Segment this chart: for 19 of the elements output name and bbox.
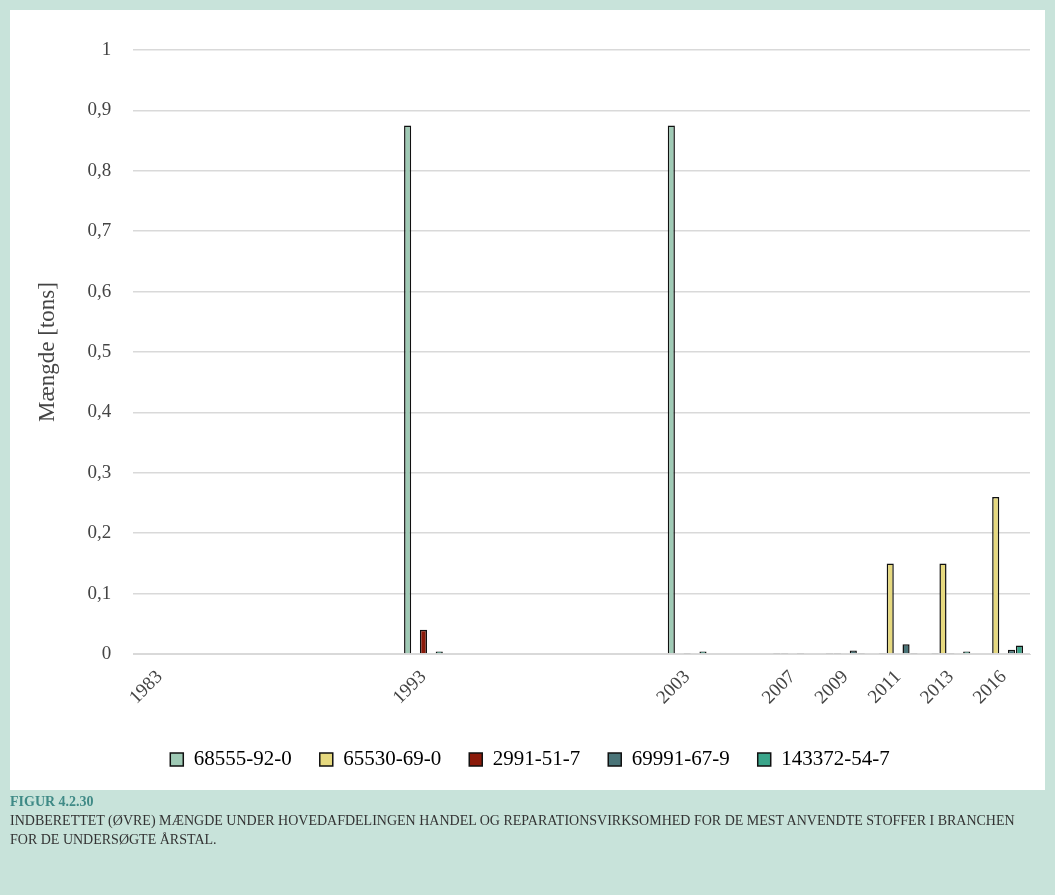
text: INDBERETTET (ØVRE) MÆNGDE UNDER HOVEDAFDELINGEN HANDEL OG REPARATIONSVIRKSOMHED FOR DE MEST ANVENDTE STOFFER I BRANCHEN FOR DE UNDERSØGTE ÅRSTAL. [10, 812, 1016, 849]
y-tick-label: 1 [101, 37, 112, 59]
y-axis-title: Mængde [tons] [33, 282, 59, 422]
legend-label: 143372-54-7 [781, 746, 890, 771]
y-tick-label: 0,3 [87, 460, 112, 482]
y-tick-label: 0,9 [87, 98, 112, 120]
y-tick-label: 0,4 [87, 400, 112, 422]
text: FIGUR 4.2.30 [10, 793, 95, 811]
legend-label: 2991-51-7 [492, 746, 581, 771]
legend-label: 69991-67-9 [631, 746, 730, 771]
y-tick-label: 0,8 [87, 158, 112, 180]
y-tick-label: 0,6 [87, 279, 112, 301]
legend-label: 68555-92-0 [193, 746, 292, 771]
y-tick-label: 0 [101, 641, 112, 663]
y-tick-label: 0,1 [87, 581, 112, 603]
legend-label: 65530-69-0 [343, 746, 442, 771]
y-tick-label: 0,5 [87, 339, 112, 361]
y-tick-label: 0,7 [87, 219, 112, 241]
y-tick-label: 0,2 [87, 521, 112, 543]
